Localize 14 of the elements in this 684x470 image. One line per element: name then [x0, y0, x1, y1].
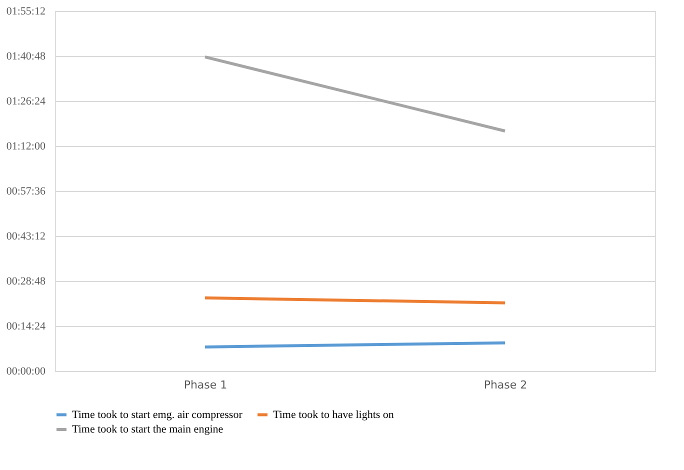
y-tick-label: 00:00:00	[6, 366, 46, 378]
y-tick-label: 00:14:24	[6, 320, 46, 332]
legend-label: Time took to start the main engine	[72, 424, 224, 436]
legend-label: Time took to have lights on	[273, 408, 394, 421]
x-tick-label: Phase 2	[484, 378, 528, 392]
y-tick-label: 01:26:24	[6, 96, 46, 108]
y-tick-label: 00:43:12	[6, 230, 46, 242]
y-tick-label: 01:40:48	[6, 50, 46, 62]
y-tick-label: 00:28:48	[6, 276, 46, 288]
y-tick-label: 01:55:12	[6, 6, 46, 18]
y-tick-label: 01:12:00	[6, 140, 46, 152]
x-tick-label: Phase 1	[184, 378, 228, 392]
y-tick-label: 00:57:36	[6, 186, 46, 198]
legend-label: Time took to start emg. air compressor	[72, 408, 243, 421]
